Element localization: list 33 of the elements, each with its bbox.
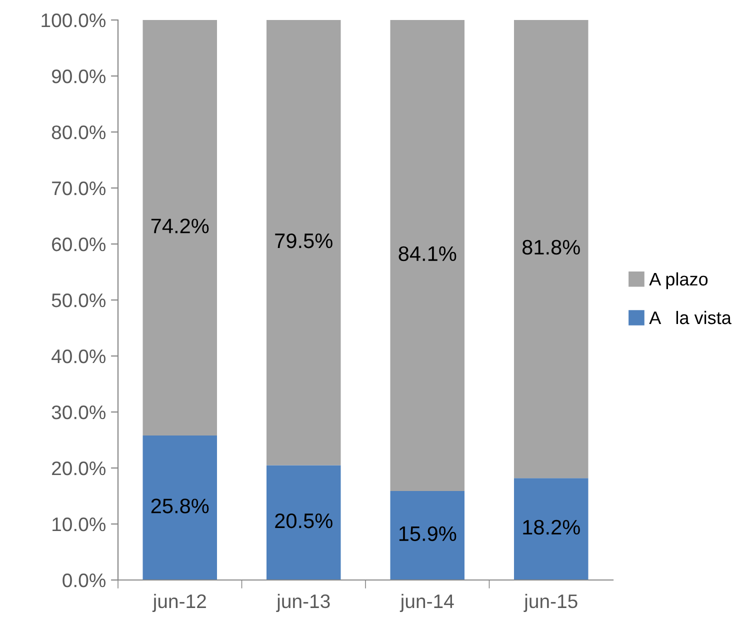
legend-label: A plazo [649,272,708,290]
y-tick-label: 70.0% [52,181,106,196]
bar [142,436,217,580]
legend-label: A la vista [649,310,732,324]
data-label: 84.1% [398,246,456,262]
y-tick-label: 20.0% [52,461,106,476]
y-tick-label: 40.0% [52,349,106,364]
x-tick-label: jun-14 [400,594,454,612]
y-tick-label: 80.0% [52,125,106,140]
bar [390,20,464,491]
data-label: 81.8% [522,240,580,255]
y-tick-label: 60.0% [52,237,106,252]
bar [266,20,341,466]
bar [142,20,217,436]
data-label: 25.8% [151,498,209,514]
data-label: 20.5% [275,513,332,528]
bar [514,20,588,478]
bar [266,465,341,580]
y-tick-label: 30.0% [52,405,106,420]
data-label: 79.5% [275,233,332,248]
bar [514,478,588,580]
data-label: 18.2% [523,520,580,535]
data-label: 15.9% [399,526,456,542]
x-tick-label: jun-13 [276,594,330,612]
x-tick-label: jun-15 [524,594,578,612]
y-tick-label: 10.0% [52,517,106,532]
y-tick-label: 100.0% [42,13,106,28]
y-tick-label: 50.0% [52,293,106,308]
x-tick-label: jun-12 [152,594,206,612]
data-label: 74.2% [151,218,209,234]
y-tick-label: 90.0% [52,69,106,84]
y-tick-label: 0.0% [62,573,106,588]
bar [390,490,464,580]
